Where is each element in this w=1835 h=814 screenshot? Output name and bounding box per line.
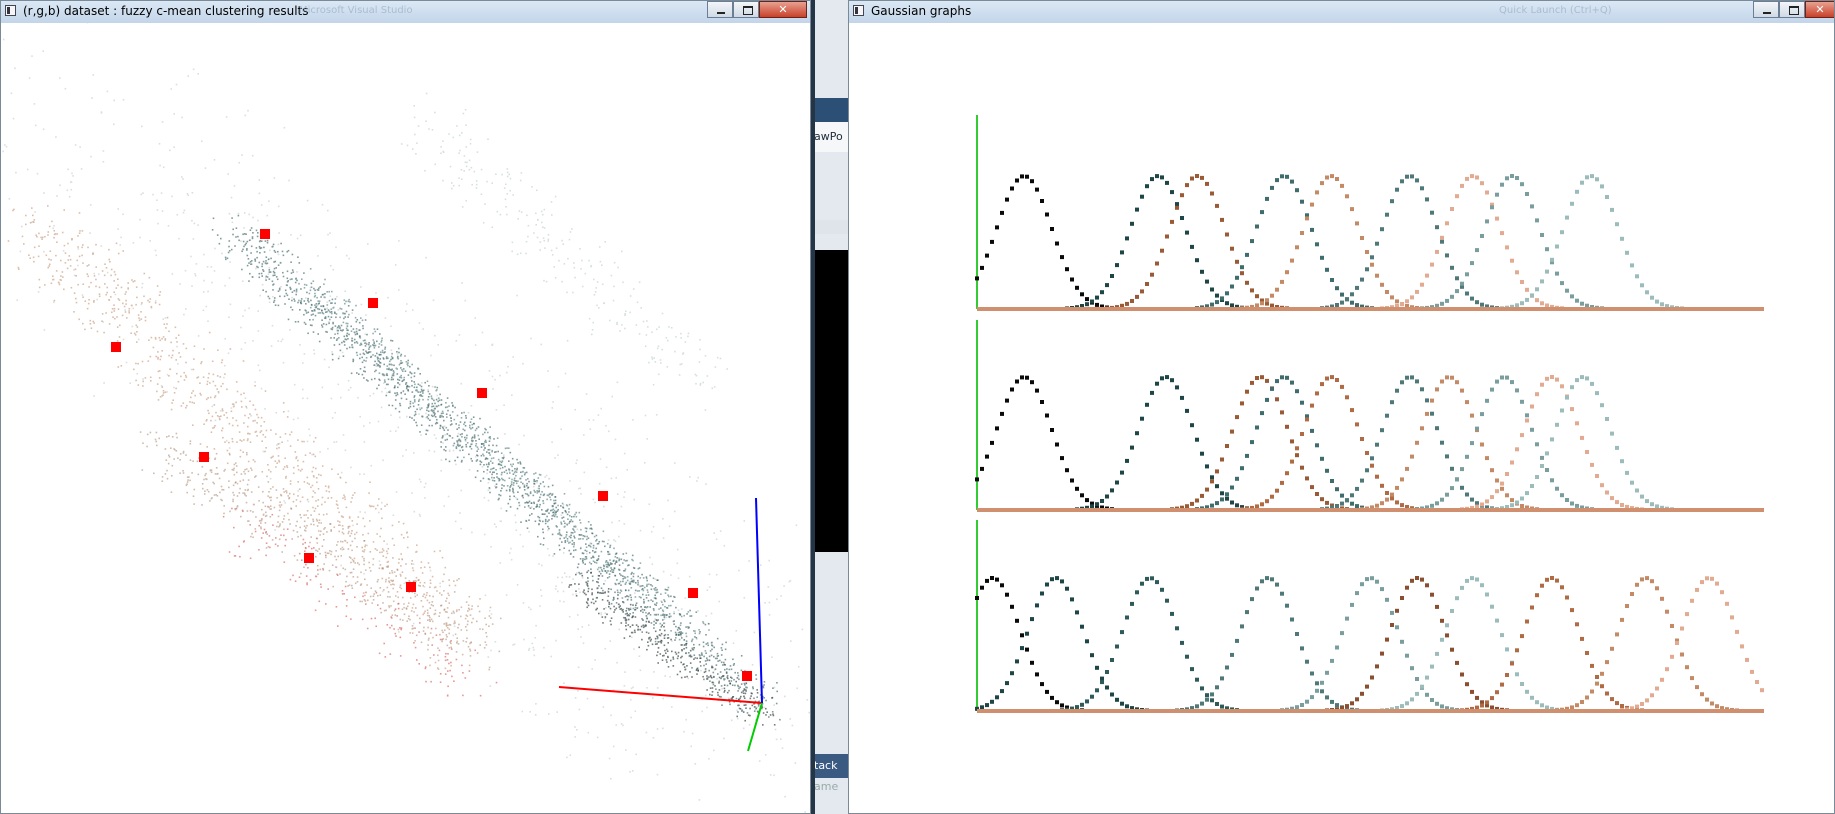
strip-tab[interactable]: tack: [811, 754, 848, 778]
close-button[interactable]: [759, 1, 807, 18]
gaussian-plots: [975, 115, 1764, 713]
scatter-canvas[interactable]: [1, 23, 810, 813]
gaussian-row: [975, 320, 1764, 512]
gaussian-curve: [975, 174, 1114, 311]
ghost-title: Microsoft Visual Studio: [299, 5, 413, 16]
point-cloud: [289, 268, 710, 654]
centroid-marker: [260, 229, 270, 239]
centroids: [111, 229, 752, 681]
point-cloud: [222, 505, 498, 697]
gaussian-curve: [1360, 375, 1539, 512]
point-cloud: [400, 92, 728, 411]
strip-panel: [811, 220, 848, 234]
minimize-button[interactable]: [707, 1, 733, 18]
gaussian-curve: [1460, 375, 1644, 512]
gaussian-curve: [1075, 375, 1259, 512]
clustering-titlebar[interactable]: (r,g,b) dataset : fuzzy c-mean clusterin…: [1, 1, 810, 24]
centroid-marker: [742, 671, 752, 681]
strip-row: awPo: [811, 122, 848, 152]
gaussian-curve: [1065, 174, 1249, 311]
point-cloud: [7, 205, 502, 671]
strip-label-3: ame: [814, 780, 839, 793]
dark-bar: [811, 98, 848, 122]
minimize-button[interactable]: [1753, 1, 1779, 18]
point-cloud: [568, 571, 776, 726]
centroid-marker: [304, 553, 314, 563]
gaussian-canvas[interactable]: [849, 23, 1834, 813]
centroid-marker: [477, 388, 487, 398]
app-icon[interactable]: [5, 5, 16, 16]
gaussian-row: [975, 520, 1764, 713]
clustering-window: (r,g,b) dataset : fuzzy c-mean clusterin…: [0, 0, 811, 814]
app-icon[interactable]: [853, 5, 864, 16]
gaussian-curve: [1555, 576, 1739, 713]
gaussian-curve: [1280, 576, 1464, 713]
maximize-button[interactable]: [733, 1, 759, 18]
maximize-button[interactable]: [1779, 1, 1805, 18]
axes: [558, 497, 763, 752]
gaussian-curve: [975, 576, 1149, 713]
y-axis-line: [755, 497, 763, 704]
gaussian-curve: [975, 375, 1114, 512]
strip-label-2: tack: [814, 759, 838, 772]
gaussian-curve: [1060, 576, 1239, 713]
gaussian-curve: [975, 576, 1084, 713]
scatter-plot: [2, 23, 810, 813]
close-button[interactable]: [1805, 1, 1834, 18]
gaussian-row: [975, 115, 1764, 311]
window-title: (r,g,b) dataset : fuzzy c-mean clusterin…: [23, 4, 309, 18]
gaussian-curve: [1170, 375, 1349, 512]
x-axis-line: [558, 686, 763, 704]
gaussian-curve: [1490, 375, 1674, 512]
centroid-marker: [368, 298, 378, 308]
point-cloud: [211, 214, 781, 721]
window-title: Gaussian graphs: [871, 4, 972, 18]
gaussian-window: Gaussian graphs Quick Launch (Ctrl+Q): [848, 0, 1835, 814]
background-window-strip: awPo tack ame: [811, 0, 848, 814]
gaussian-curve: [1420, 174, 1604, 311]
centroid-marker: [111, 342, 121, 352]
centroid-marker: [199, 452, 209, 462]
gaussian-curve: [1620, 576, 1764, 713]
gaussian-curve: [1175, 576, 1359, 713]
ghost-title: Quick Launch (Ctrl+Q): [1499, 5, 1612, 16]
centroid-marker: [406, 582, 416, 592]
strip-label-1: awPo: [814, 130, 843, 143]
gaussian-curve: [1240, 174, 1424, 311]
gaussian-curve: [1195, 375, 1374, 512]
centroid-marker: [598, 491, 608, 501]
black-panel: [811, 250, 848, 552]
gaussian-curve: [1240, 375, 1424, 512]
gaussian-curve: [1380, 174, 1564, 311]
z-axis-line: [747, 702, 763, 752]
gaussian-titlebar[interactable]: Gaussian graphs Quick Launch (Ctrl+Q): [849, 1, 1834, 24]
centroid-marker: [688, 588, 698, 598]
gaussian-curve: [1320, 174, 1499, 311]
point-cloud: [139, 431, 501, 657]
point-cloud: [2, 23, 810, 813]
strip-edge: [811, 0, 815, 814]
gaussian-curve: [1105, 174, 1289, 311]
